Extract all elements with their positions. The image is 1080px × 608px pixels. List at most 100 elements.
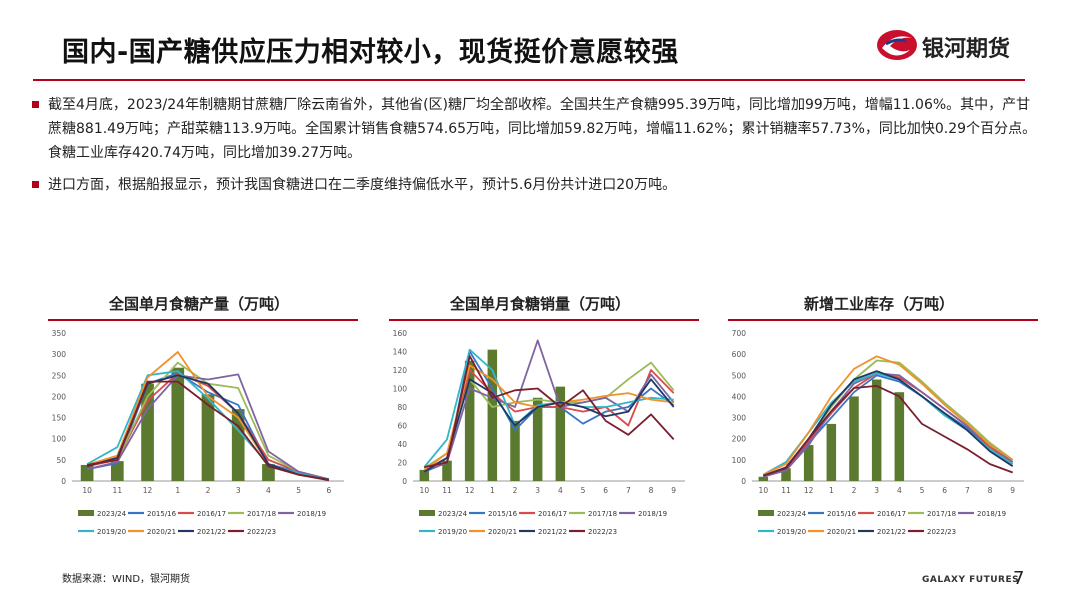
- legend-swatch: [78, 510, 94, 516]
- y-tick-label: 40: [397, 440, 407, 449]
- x-tick-label: 7: [626, 486, 631, 495]
- x-tick-label: 11: [113, 486, 123, 495]
- series-line: [762, 355, 1014, 476]
- legend-label: 2015/16: [147, 510, 177, 518]
- bar: [110, 461, 124, 481]
- legend-label: 2022/23: [247, 528, 276, 536]
- chart-title: 新增工业库存（万吨）: [803, 295, 954, 313]
- legend-label: 2020/21: [827, 528, 856, 536]
- bar: [871, 379, 882, 481]
- bar: [487, 349, 498, 481]
- x-tick-label: 3: [236, 486, 241, 495]
- chart-title: 全国单月食糖产量（万吨）: [108, 295, 289, 313]
- x-tick-label: 9: [671, 486, 676, 495]
- footer-brand: GALAXY FUTURES: [922, 575, 1020, 585]
- legend-label: 2020/21: [488, 528, 517, 536]
- y-tick-label: 100: [393, 385, 408, 394]
- bar: [803, 445, 814, 481]
- y-tick-label: 150: [52, 414, 67, 423]
- galaxy-emblem-icon: [877, 30, 917, 60]
- y-tick-label: 700: [732, 329, 747, 338]
- legend-label: 2017/18: [588, 510, 617, 518]
- legend-label: 2015/16: [488, 510, 518, 518]
- x-tick-label: 2: [206, 486, 211, 495]
- y-tick-label: 200: [52, 392, 67, 401]
- x-tick-label: 11: [781, 486, 791, 495]
- bar: [201, 394, 215, 481]
- y-tick-label: 200: [732, 435, 747, 444]
- chart-production: 全国单月食糖产量（万吨） 0 50 100 150 200 250 300 350 10 11 12…: [34, 293, 364, 553]
- x-tick-label: 12: [465, 486, 475, 495]
- x-tick-label: 8: [649, 486, 654, 495]
- legend-label: 2023/24: [97, 510, 127, 518]
- page-title: 国内-国产糖供应压力相对较小，现货挺价意愿较强: [62, 37, 679, 68]
- bar: [532, 397, 543, 481]
- x-tick-label: 8: [988, 486, 993, 495]
- bullet-item: 进口方面，根据船报显示，预计我国食糖进口在二季度维持偏低水平，预计5.6月份共计…: [32, 173, 1042, 197]
- x-tick-label: 6: [942, 486, 947, 495]
- chart-title: 全国单月食糖销量（万吨）: [449, 295, 630, 313]
- chart-sales: 全国单月食糖销量（万吨） 0 20 40 60 80 100 120 140 160 10 11 12…: [375, 293, 705, 553]
- legend-label: 2021/22: [538, 528, 567, 536]
- series-line: [763, 374, 1014, 478]
- legend-label: 2015/16: [827, 510, 857, 518]
- x-tick-label: 6: [326, 486, 331, 495]
- bar: [894, 392, 905, 481]
- x-tick-label: 1: [490, 486, 495, 495]
- legend-label: 2018/19: [977, 510, 1006, 518]
- legend-label: 2022/23: [927, 528, 956, 536]
- bullet-text: 进口方面，根据船报显示，预计我国食糖进口在二季度维持偏低水平，预计5.6月份共计…: [48, 177, 677, 193]
- galaxy-futures-logo: 银河期货: [876, 22, 1036, 68]
- x-tick-label: 2: [513, 486, 518, 495]
- legend-label: 2019/20: [97, 528, 126, 536]
- y-tick-label: 80: [397, 403, 407, 412]
- bullet-square-icon: [32, 181, 39, 188]
- x-tick-label: 7: [965, 486, 970, 495]
- y-tick-label: 600: [732, 350, 747, 359]
- x-tick-label: 11: [442, 486, 452, 495]
- x-tick-label: 3: [874, 486, 879, 495]
- chart-title-rule: [48, 319, 358, 321]
- legend-label: 2020/21: [147, 528, 176, 536]
- chart-title-rule: [389, 319, 699, 321]
- x-tick-label: 5: [920, 486, 925, 495]
- bar: [826, 423, 837, 481]
- y-tick-label: 350: [52, 329, 67, 338]
- page-number: 7: [1013, 568, 1025, 589]
- x-tick-label: 5: [581, 486, 586, 495]
- bar: [555, 386, 566, 481]
- legend-label: 2017/18: [247, 510, 276, 518]
- y-tick-label: 140: [393, 348, 408, 357]
- bar: [849, 396, 859, 481]
- y-tick-label: 60: [397, 422, 407, 431]
- x-tick-label: 4: [266, 486, 271, 495]
- x-tick-label: 1: [175, 486, 180, 495]
- legend-label: 2021/22: [877, 528, 906, 536]
- x-tick-label: 10: [759, 486, 769, 495]
- series-line: [86, 380, 330, 482]
- x-tick-label: 12: [804, 486, 814, 495]
- legend-label: 2016/17: [197, 510, 226, 518]
- x-tick-label: 10: [82, 486, 92, 495]
- chart-inventory: 新增工业库存（万吨） 0 100 200 300 400 500 600 700 10 11 12 1…: [714, 293, 1044, 553]
- x-tick-label: 6: [603, 486, 608, 495]
- series-line: [763, 372, 1014, 477]
- bar: [510, 420, 520, 481]
- series-line: [762, 372, 1014, 476]
- x-tick-label: 9: [1010, 486, 1015, 495]
- bar: [758, 476, 769, 481]
- y-tick-label: 250: [52, 371, 67, 380]
- legend-swatch: [758, 510, 774, 516]
- bullet-list: 截至4月底，2023/24年制糖期甘蔗糖厂除云南省外，其他省(区)糖厂均全部收榨…: [32, 93, 1042, 205]
- legend-label: 2019/20: [438, 528, 467, 536]
- series-line: [763, 372, 1014, 478]
- x-tick-label: 1: [829, 486, 834, 495]
- bar: [171, 367, 185, 481]
- bar: [464, 360, 475, 481]
- y-tick-label: 100: [732, 456, 747, 465]
- legend-label: 2016/17: [877, 510, 906, 518]
- y-tick-label: 300: [52, 350, 67, 359]
- bar: [442, 460, 452, 481]
